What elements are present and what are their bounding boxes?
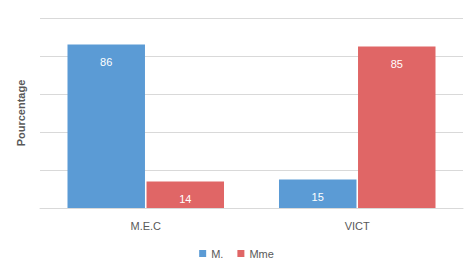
- svg-text:Mme: Mme: [249, 248, 273, 260]
- svg-text:Pourcentage: Pourcentage: [15, 80, 27, 147]
- svg-text:14: 14: [179, 193, 191, 205]
- svg-text:M.: M.: [211, 248, 223, 260]
- svg-text:M.E.C: M.E.C: [130, 220, 161, 232]
- svg-text:15: 15: [312, 191, 324, 203]
- svg-text:85: 85: [391, 58, 403, 70]
- svg-text:86: 86: [100, 56, 112, 68]
- svg-text:VICT: VICT: [345, 220, 370, 232]
